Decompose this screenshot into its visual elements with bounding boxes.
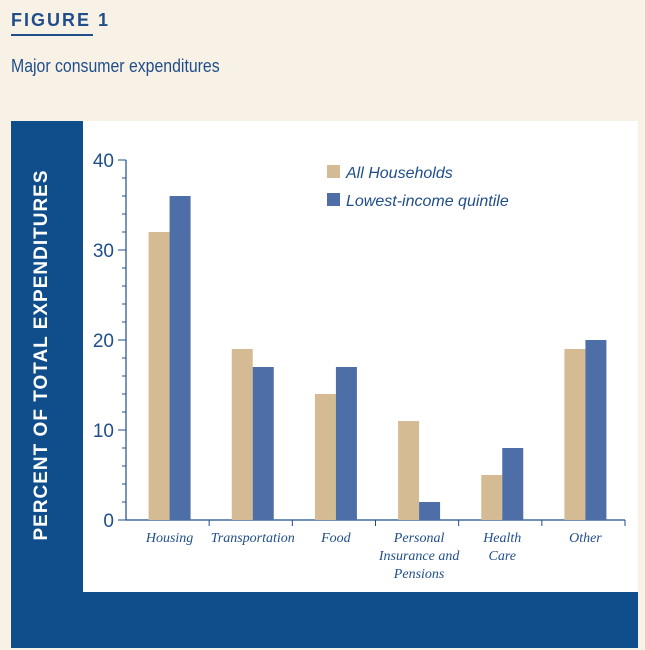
y-tick-label: 30	[93, 241, 114, 262]
x-category-label: Housing	[145, 531, 193, 546]
bar-all-households	[398, 421, 420, 520]
bar-all-households	[564, 349, 586, 520]
x-category-label: Insurance and	[378, 549, 460, 564]
bar-lowest-income	[169, 196, 191, 520]
x-category-label: Care	[489, 549, 516, 564]
figure-label-underline	[11, 34, 93, 36]
legend-label-lowest-income: Lowest-income quintile	[346, 193, 509, 210]
x-category-label: Pensions	[393, 567, 445, 582]
bar-lowest-income	[335, 367, 357, 520]
x-category-label: Personal	[393, 531, 445, 546]
bar-lowest-income	[419, 502, 441, 520]
x-category-label: Other	[569, 531, 602, 546]
bar-all-households	[481, 475, 503, 520]
bar-lowest-income	[585, 340, 607, 520]
legend-swatch-all-households	[327, 165, 340, 178]
figure-title: Major consumer expenditures	[11, 56, 220, 76]
y-tick-label: 0	[103, 511, 114, 532]
legend-label-all-households: All Households	[345, 165, 453, 182]
y-tick-label: 40	[93, 151, 114, 172]
x-category-label: Transportation	[211, 531, 295, 546]
bar-lowest-income	[252, 367, 274, 520]
x-category-label: Food	[320, 531, 352, 546]
y-tick-label: 20	[93, 331, 114, 352]
bar-all-households	[314, 394, 336, 520]
bar-all-households	[231, 349, 253, 520]
y-tick-label: 10	[93, 421, 114, 442]
bar-all-households	[148, 232, 170, 520]
x-category-label: Health	[482, 531, 521, 546]
figure-label: FIGURE 1	[11, 10, 111, 30]
bar-lowest-income	[502, 448, 524, 520]
legend-swatch-lowest-income	[327, 193, 340, 206]
